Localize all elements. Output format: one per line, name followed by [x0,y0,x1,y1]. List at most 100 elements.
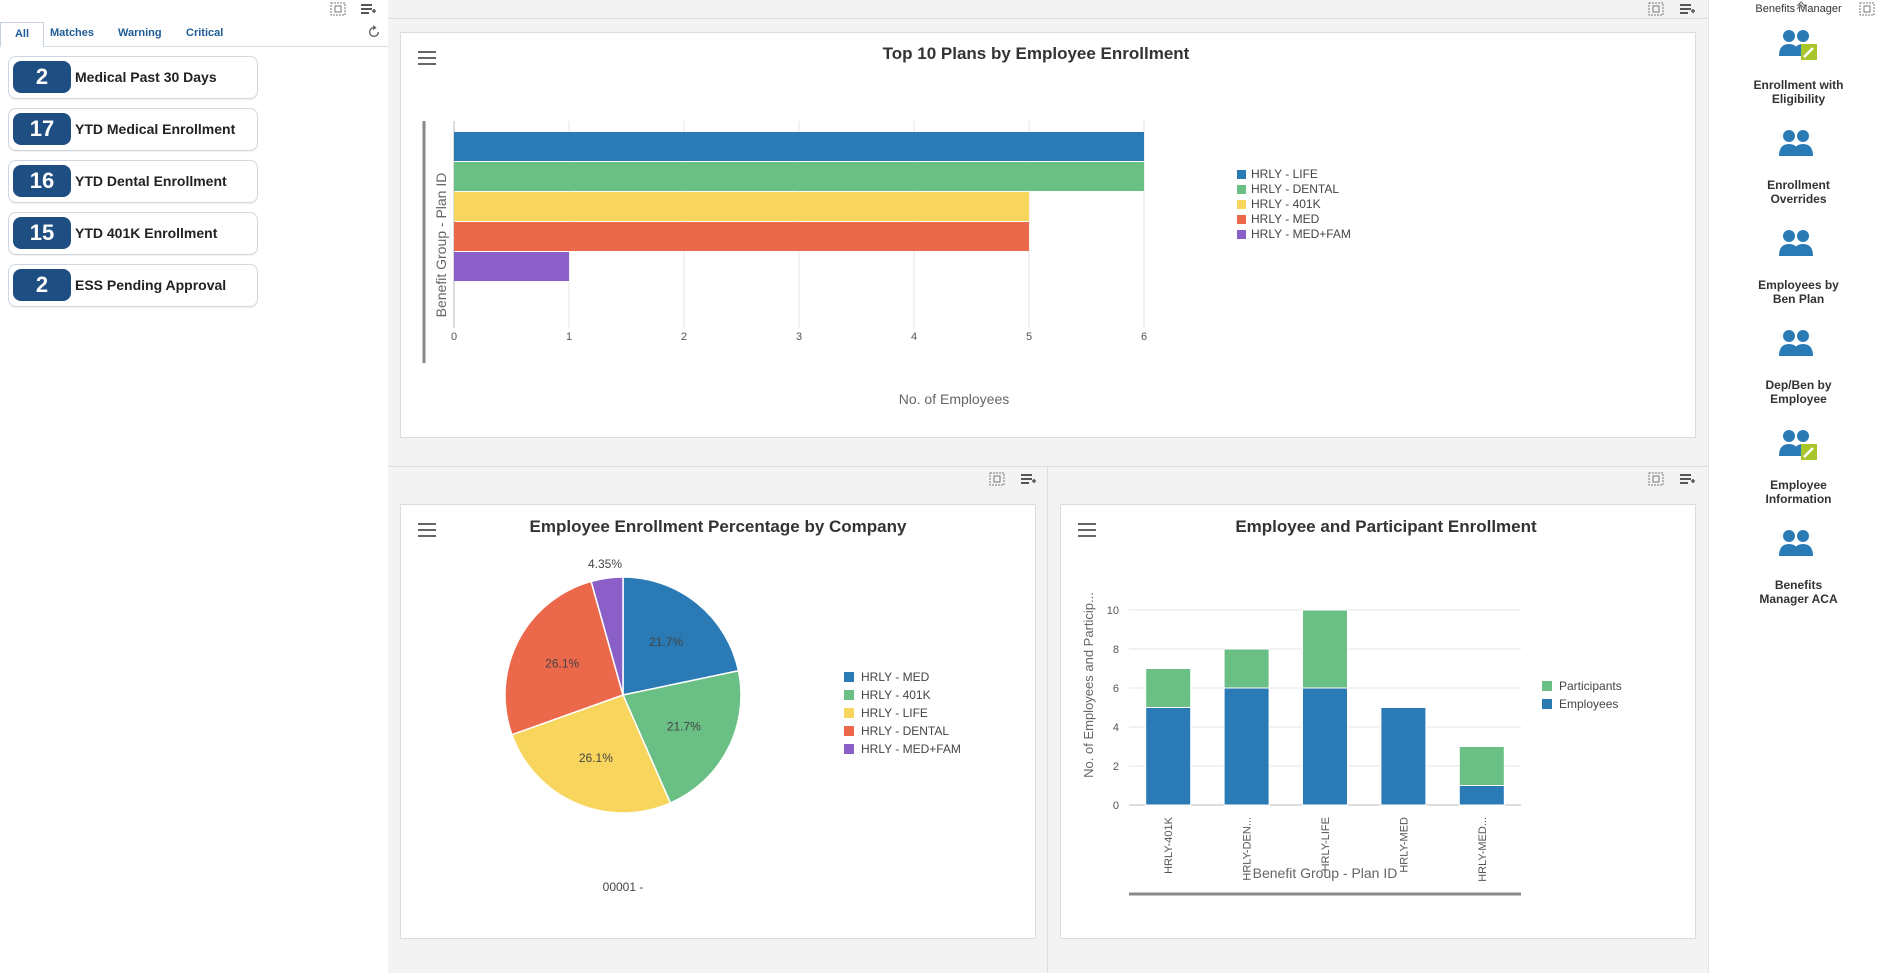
x-tick-label: HRLY-LIFE [1320,817,1332,871]
legend-label: HRLY - DENTAL [861,724,949,738]
menu-add-icon[interactable] [360,2,376,16]
bar-participants [1302,609,1348,689]
enrollment-pct-chart-card: Employee Enrollment Percentage by Compan… [400,504,1036,939]
springboard-item-benefits-manager-aca[interactable]: Benefits Manager ACA [1709,528,1887,616]
springboard-item-enrollment-eligibility[interactable]: Enrollment with Eligibility [1709,28,1887,116]
x-tick-label: 5 [1026,331,1032,343]
y-tick-label: 6 [1113,683,1119,695]
maximize-icon[interactable] [989,472,1005,486]
springboard-item-employees-by-ben-plan[interactable]: Employees by Ben Plan [1709,228,1887,316]
watchlist-item-label: YTD Dental Enrollment [75,173,227,189]
legend-label: HRLY - MED [861,670,930,684]
springboard-panel: Benefits Manager Enrollment with Eligibil… [1708,0,1887,973]
legend-swatch [1542,681,1552,691]
menu-add-icon[interactable] [1020,472,1036,486]
collapse-up-icon[interactable] [1794,0,1808,10]
springboard-item-label: Employees by Ben Plan [1709,278,1887,306]
legend-swatch [844,690,854,700]
label-line: Enrollment with [1753,78,1844,92]
legend-swatch [1237,230,1246,239]
count-badge: 2 [13,61,71,93]
chart-menu-icon[interactable] [418,523,436,537]
menu-add-icon[interactable] [1679,2,1695,16]
label-line: Eligibility [1771,92,1826,106]
legend-label: Participants [1559,679,1622,693]
maximize-icon[interactable] [1648,472,1664,486]
legend-label: HRLY - 401K [861,688,931,702]
legend-swatch [1237,170,1246,179]
refresh-icon[interactable] [366,25,382,39]
springboard-item-employee-information[interactable]: Employee Information [1709,428,1887,516]
legend-label: Employees [1559,697,1618,711]
tab-matches[interactable]: Matches [50,22,94,46]
springboard-item-dep-ben-by-employee[interactable]: Dep/Ben by Employee [1709,328,1887,416]
watchlist-item-label: YTD Medical Enrollment [75,121,236,137]
label-line: Overrides [1770,192,1827,206]
legend-label: HRLY - MED+FAM [1251,227,1351,241]
watchlist-panel: All Matches Warning Critical 2 Medical P… [0,0,388,973]
label-line: Ben Plan [1772,292,1825,306]
x-tick-label: HRLY-MED... [1477,817,1489,882]
legend-swatch [1237,185,1246,194]
label-line: Benefits [1774,578,1823,592]
divider [388,18,1708,19]
users-edit-icon [1779,30,1817,60]
y-tick-label: 10 [1107,605,1119,617]
maximize-icon[interactable] [1859,2,1875,16]
x-axis-title: Benefit Group - Plan ID [1253,865,1398,881]
y-tick-label: 0 [1113,800,1119,812]
tab-all[interactable]: All [0,22,44,48]
chart-menu-icon[interactable] [1078,523,1096,537]
y-tick-label: 2 [1113,761,1119,773]
x-tick-label: 6 [1141,331,1147,343]
pie-data-label: 21.7% [667,719,701,733]
springboard-title: Benefits Manager [1755,3,1842,15]
watchlist-item[interactable]: 15 YTD 401K Enrollment [8,212,258,255]
maximize-icon[interactable] [1648,2,1664,16]
pie-slice-hrly-dental [504,580,624,736]
legend-label: HRLY - LIFE [861,706,928,720]
employee-participant-chart-card: Employee and Participant Enrollment No. … [1060,504,1696,939]
bar-participants [1145,668,1192,708]
label-line: Employees by [1758,278,1839,292]
dashboard-area: Top 10 Plans by Employee Enrollment Bene… [388,0,1708,973]
legend-swatch [844,672,854,682]
chart-title: Employee Enrollment Percentage by Compan… [529,517,907,536]
legend-swatch [1237,215,1246,224]
menu-add-icon[interactable] [1679,472,1695,486]
bar-participants [1458,746,1505,786]
maximize-icon[interactable] [330,2,346,16]
label-line: Employee [1770,478,1827,492]
watchlist-item[interactable]: 16 YTD Dental Enrollment [8,160,258,203]
tab-label: Critical [186,27,224,39]
pie-caption: 00001 - [603,880,644,894]
bar-hrly-med [454,222,1029,251]
tab-critical[interactable]: Critical [186,22,223,46]
legend-swatch [844,726,854,736]
chart-title: Employee and Participant Enrollment [1235,517,1537,536]
top-plans-bar-chart: Benefit Group - Plan ID No. of Employees… [422,121,1351,407]
bar-participants [1223,648,1270,689]
watchlist-item[interactable]: 2 Medical Past 30 Days [8,56,258,99]
legend-label: HRLY - MED [1251,212,1320,226]
y-axis-title: No. of Employees and Particip... [1081,592,1096,778]
pie-data-label: 26.1% [579,751,613,765]
bar-employees [1302,687,1348,806]
pie-slice-hrly-med [622,576,740,696]
x-axis-title: No. of Employees [899,391,1010,407]
bar-hrly-401k [454,192,1029,221]
watchlist-item[interactable]: 17 YTD Medical Enrollment [8,108,258,151]
bar-employees [1380,707,1427,806]
watchlist-item[interactable]: 2 ESS Pending Approval [8,264,258,307]
legend-label: HRLY - LIFE [1251,167,1318,181]
springboard-item-enrollment-overrides[interactable]: Enrollment Overrides [1709,128,1887,216]
users-icon [1779,530,1813,556]
chart-menu-icon[interactable] [418,51,436,65]
y-axis-title: Benefit Group - Plan ID [433,173,449,318]
tab-warning[interactable]: Warning [118,22,162,46]
pie-data-label: 4.35% [588,557,622,571]
springboard-item-label: Benefits Manager ACA [1709,578,1887,606]
pie-slice-hrly-401k [621,669,742,805]
tab-label: Matches [50,27,95,39]
bar-hrly-med-fam [454,252,569,281]
